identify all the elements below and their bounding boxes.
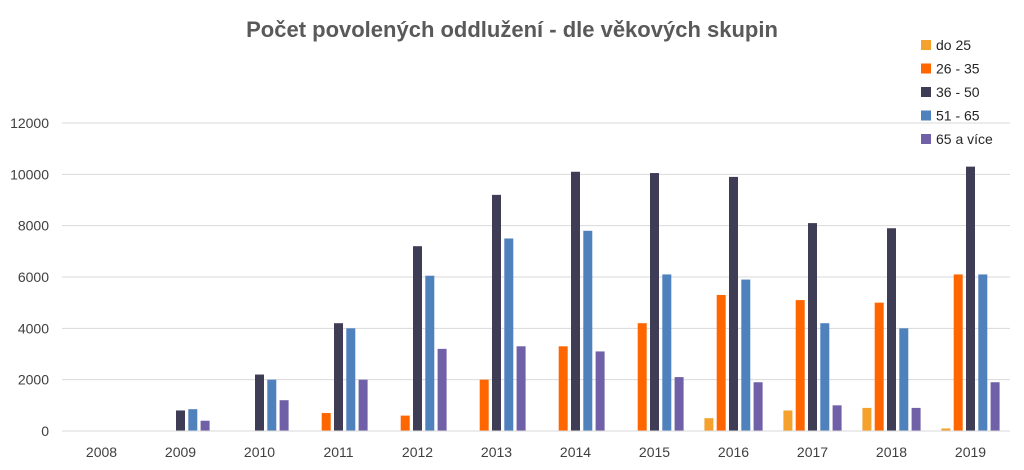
- y-tick-label: 8000: [18, 218, 49, 234]
- bar-36-50-2010: [255, 374, 264, 431]
- bar-36-50-2016: [729, 176, 738, 431]
- bar-65-a-v-ce-2016: [753, 382, 763, 431]
- bar-51-65-2014: [583, 230, 593, 431]
- legend-swatch: [921, 40, 931, 50]
- y-tick-label: 4000: [18, 320, 49, 336]
- bar-36-50-2011: [334, 323, 343, 431]
- bar-36-50-2013: [492, 194, 501, 431]
- bar-51-65-2017: [820, 323, 830, 431]
- bar-36-50-2009: [176, 410, 185, 431]
- bar-26-35-2016: [716, 294, 726, 431]
- bar-51-65-2009: [188, 409, 198, 431]
- x-tick-label: 2014: [560, 444, 591, 460]
- bar-65-a-v-ce-2012: [437, 348, 447, 431]
- bar-36-50-2018: [887, 228, 896, 431]
- legend-label: do 25: [936, 37, 971, 53]
- y-tick-label: 6000: [18, 269, 49, 285]
- legend-swatch: [921, 134, 931, 144]
- bar-36-50-2012: [413, 246, 422, 431]
- x-tick-label: 2013: [481, 444, 512, 460]
- bar-65-a-v-ce-2013: [516, 346, 526, 431]
- bar-65-a-v-ce-2019: [990, 382, 1000, 431]
- x-tick-label: 2009: [165, 444, 196, 460]
- y-tick-label: 10000: [10, 166, 49, 182]
- legend-swatch: [921, 110, 931, 121]
- legend-label: 26 - 35: [936, 61, 980, 77]
- x-tick-label: 2018: [876, 444, 907, 460]
- x-tick-label: 2012: [402, 444, 433, 460]
- bar-65-a-v-ce-2017: [832, 405, 842, 431]
- bar-51-65-2013: [504, 238, 514, 431]
- bar-series: [176, 166, 1000, 432]
- bar-26-35-2017: [795, 300, 805, 431]
- bar-51-65-2019: [978, 274, 988, 431]
- bar-do-25-2018: [862, 407, 872, 431]
- bar-51-65-2016: [741, 279, 751, 431]
- x-axis-tick-labels: 2008 2009 2010 2011 2012 2013 2014 2015 2016 2017…: [86, 444, 986, 460]
- y-tick-label: 2000: [18, 372, 49, 388]
- bar-51-65-2015: [662, 274, 672, 431]
- y-tick-label: 12000: [10, 115, 49, 131]
- gridlines: [62, 122, 1010, 381]
- bar-26-35-2013: [479, 379, 489, 431]
- legend-swatch: [921, 87, 931, 97]
- bar-65-a-v-ce-2014: [595, 351, 605, 431]
- y-axis-tick-labels: 0 2000 4000 6000 8000 10000 12000: [10, 115, 49, 439]
- bar-36-50-2017: [808, 223, 817, 431]
- bar-51-65-2012: [425, 275, 435, 431]
- bar-51-65-2011: [346, 328, 356, 431]
- legend-swatch: [921, 63, 931, 74]
- bar-65-a-v-ce-2010: [279, 400, 289, 431]
- bar-26-35-2014: [558, 346, 568, 431]
- x-tick-label: 2019: [955, 444, 986, 460]
- bar-26-35-2019: [953, 274, 963, 431]
- bar-do-25-2019: [941, 428, 951, 431]
- legend-label: 51 - 65: [936, 108, 980, 124]
- legend-label: 36 - 50: [936, 84, 980, 100]
- chart-title: Počet povolených oddlužení - dle věkovýc…: [246, 17, 778, 42]
- x-tick-label: 2011: [323, 444, 353, 460]
- bar-51-65-2010: [267, 379, 277, 431]
- bar-26-35-2018: [874, 302, 884, 431]
- bar-65-a-v-ce-2018: [911, 407, 921, 431]
- bar-36-50-2015: [650, 173, 659, 432]
- bar-26-35-2012: [400, 415, 410, 431]
- y-tick-label: 0: [41, 423, 49, 439]
- bar-26-35-2011: [321, 413, 331, 431]
- x-tick-label: 2015: [639, 444, 670, 460]
- bar-65-a-v-ce-2011: [358, 379, 368, 431]
- bar-65-a-v-ce-2015: [674, 377, 684, 431]
- bar-65-a-v-ce-2009: [200, 420, 210, 431]
- x-tick-label: 2016: [718, 444, 749, 460]
- bar-do-25-2017: [783, 410, 793, 431]
- bar-36-50-2019: [966, 166, 975, 431]
- x-tick-label: 2008: [86, 444, 117, 460]
- x-tick-label: 2017: [797, 444, 828, 460]
- bar-do-25-2016: [704, 418, 714, 431]
- x-tick-label: 2010: [244, 444, 275, 460]
- legend-label: 65 a více: [936, 131, 993, 147]
- bar-26-35-2015: [637, 323, 647, 431]
- bar-36-50-2014: [571, 171, 580, 431]
- bar-51-65-2018: [899, 328, 909, 431]
- legend: do 25 26 - 35 36 - 50 51 - 65 65 a více: [921, 37, 993, 147]
